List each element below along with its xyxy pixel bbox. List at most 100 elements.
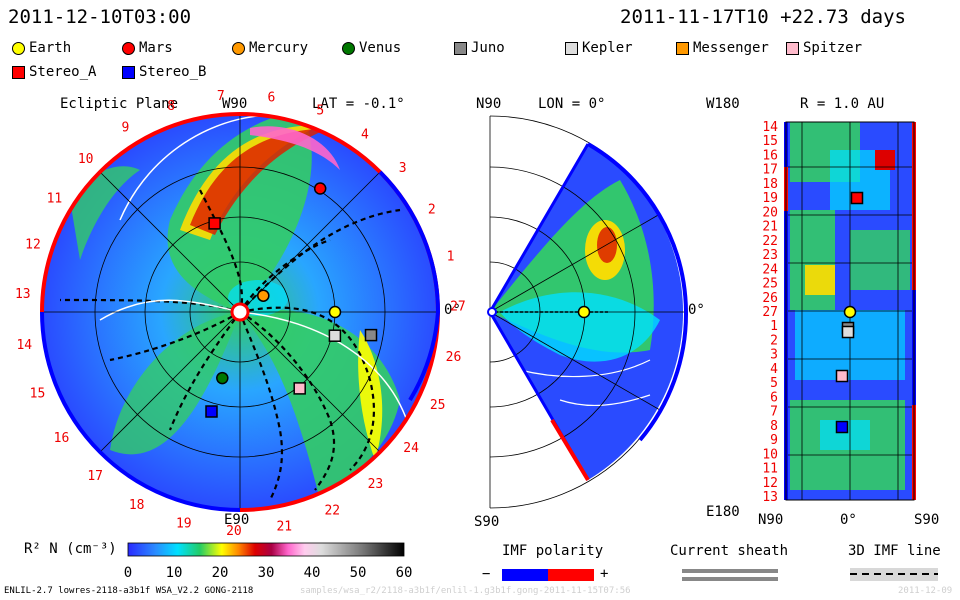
venus-icon	[342, 41, 355, 55]
radial-y-label: 4	[770, 362, 778, 377]
imf-polarity-minus: −	[482, 566, 491, 582]
carrington-label: 25	[430, 398, 446, 413]
radial-y-label: 26	[762, 291, 778, 306]
stereo-b-marker	[205, 405, 218, 418]
carrington-label: 8	[167, 99, 175, 114]
radial-y-label: 15	[762, 134, 778, 149]
carrington-label: 11	[47, 192, 63, 207]
spitzer-radial-marker	[835, 369, 849, 383]
ecliptic-top-label: W90	[222, 96, 248, 112]
footer-model: ENLIL-2.7 lowres-2118-a3b1f WSA_V2.2 GON…	[4, 586, 254, 596]
legend-stereo-a: Stereo_A	[12, 64, 96, 80]
colorbar-label: R² N (cm⁻³)	[24, 541, 117, 557]
radial-y-label: 24	[762, 262, 778, 277]
radial-r-label: R = 1.0 AU	[800, 96, 885, 112]
stereo-a-marker	[208, 217, 221, 230]
colorbar-tick: 10	[166, 565, 183, 581]
venus-marker	[216, 371, 229, 385]
mercury-icon	[232, 41, 245, 55]
radial-y-label: 23	[762, 248, 778, 263]
stereo-a-icon	[12, 65, 25, 79]
radial-bottom-label: E180	[706, 504, 740, 520]
radial-y-label: 10	[762, 447, 778, 462]
carrington-label: 18	[129, 498, 145, 513]
carrington-label: 23	[368, 477, 384, 492]
legend-messenger: Messenger	[676, 40, 769, 56]
colorbar-tick: 20	[212, 565, 229, 581]
stereo-b-icon	[122, 65, 135, 79]
kepler-marker	[328, 329, 342, 342]
legend-spitzer: Spitzer	[786, 40, 862, 56]
legend-label: Messenger	[693, 40, 769, 56]
legend-juno: Juno	[454, 40, 505, 56]
footer-path: samples/wsa_r2/2118-a3b1f/enlil-1.g3b1f.…	[300, 586, 631, 596]
legend-label: Earth	[29, 40, 72, 56]
carrington-label: 24	[403, 441, 419, 456]
current-sheath-swatch	[682, 569, 778, 581]
juno-marker	[364, 328, 378, 342]
colorbar-tick: 40	[304, 565, 321, 581]
ecliptic-lat: LAT = -0.1°	[312, 96, 405, 112]
legend-stereo-b: Stereo_B	[122, 64, 206, 80]
legend-mercury: Mercury	[232, 40, 308, 56]
radial-y-label: 5	[770, 376, 778, 391]
legend-earth: Earth	[12, 40, 71, 56]
colorbar	[127, 542, 405, 557]
radial-y-label: 21	[762, 220, 778, 235]
radial-y-label: 16	[762, 149, 778, 164]
radial-y-label: 3	[770, 348, 778, 363]
ecliptic-bottom-label: E90	[224, 512, 250, 528]
legend-label: Stereo_B	[139, 64, 207, 80]
earth-marker	[328, 305, 342, 319]
current-sheath-label: Current sheath	[670, 543, 789, 559]
legend-label: Juno	[471, 40, 505, 56]
imf-polarity-label: IMF polarity	[502, 543, 604, 559]
carrington-label: 1	[447, 249, 455, 264]
colorbar-tick: 50	[350, 565, 367, 581]
radial-panel	[784, 121, 916, 501]
carrington-label: 19	[176, 517, 192, 532]
imf-polarity-plus: +	[600, 566, 609, 582]
ecliptic-right-label: 0°	[444, 302, 461, 318]
radial-y-label: 11	[762, 462, 778, 477]
juno-icon	[454, 41, 467, 55]
stereo-b-radial-marker	[835, 420, 849, 434]
mercury-marker	[257, 289, 270, 302]
mars-icon	[122, 41, 135, 55]
colorbar-tick: 30	[258, 565, 275, 581]
imf-polarity-bar	[502, 569, 594, 581]
carrington-label: 5	[316, 103, 324, 118]
radial-y-label: 7	[770, 405, 778, 420]
stereo-a-radial-marker	[850, 191, 864, 205]
footer-date: 2011-12-09	[898, 586, 953, 596]
radial-y-label: 6	[770, 390, 778, 405]
carrington-label: 4	[361, 127, 369, 142]
carrington-label: 15	[30, 387, 46, 402]
carrington-label: 13	[15, 287, 31, 302]
radial-y-label: 14	[762, 120, 778, 135]
colorbar-tick: 60	[396, 565, 413, 581]
radial-y-label: 9	[770, 433, 778, 448]
carrington-label: 7	[217, 89, 225, 104]
legend-mars: Mars	[122, 40, 173, 56]
meridional-top-label: N90	[476, 96, 502, 112]
meridional-right-label: 0°	[688, 302, 705, 318]
radial-y-label: 8	[770, 419, 778, 434]
carrington-label: 10	[78, 152, 94, 167]
radial-y-label: 19	[762, 191, 778, 206]
spitzer-marker	[293, 382, 306, 395]
meridional-lon: LON = 0°	[538, 96, 606, 112]
carrington-label: 17	[87, 469, 103, 484]
legend-kepler: Kepler	[565, 40, 633, 56]
legend-venus: Venus	[342, 40, 401, 56]
radial-y-label: 2	[770, 334, 778, 349]
carrington-label: 16	[54, 431, 70, 446]
legend-label: Venus	[359, 40, 402, 56]
carrington-label: 21	[276, 520, 292, 535]
radial-x-label-s90: S90	[914, 512, 940, 528]
carrington-label: 2	[428, 202, 436, 217]
radial-y-label: 22	[762, 234, 778, 249]
kepler-radial-marker	[841, 325, 855, 339]
imf-3d-label: 3D IMF line	[848, 543, 941, 559]
